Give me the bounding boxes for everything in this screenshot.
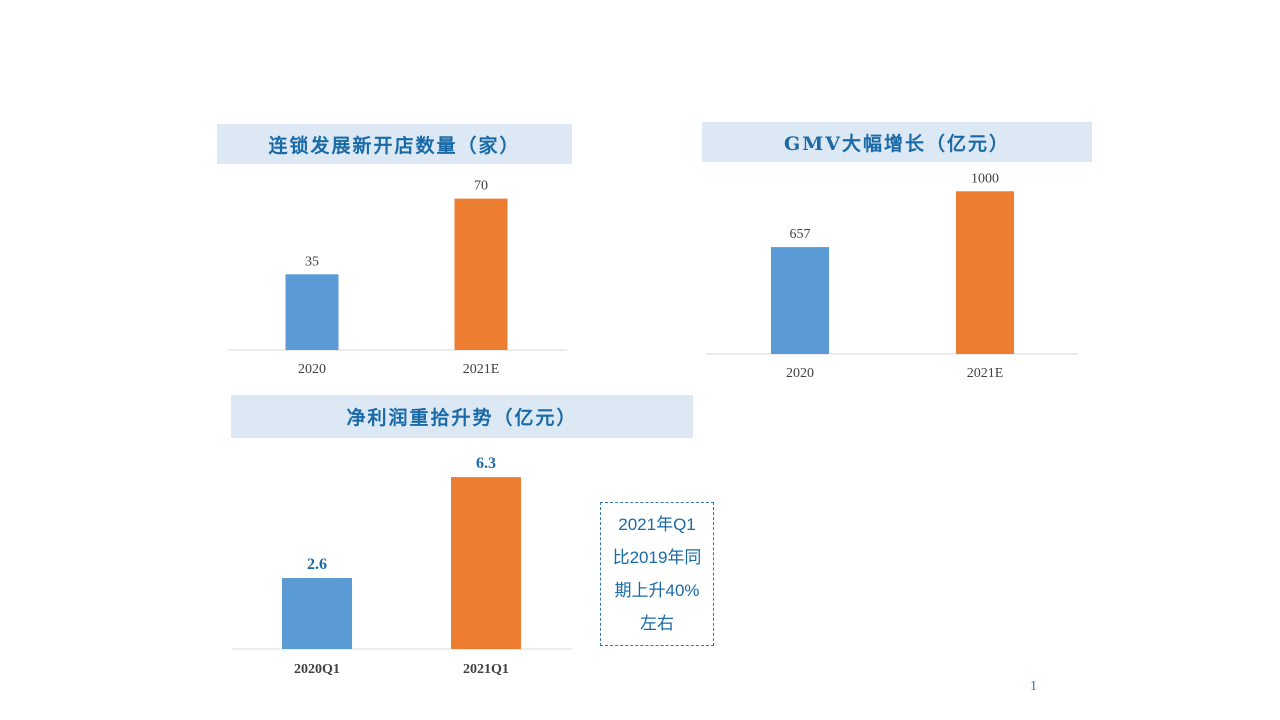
x-tick-label: 2020Q1 — [294, 662, 340, 677]
x-tick-label: 2021E — [967, 366, 1004, 381]
x-tick-label: 2020 — [786, 366, 814, 381]
bar-2021Q1 — [451, 477, 521, 649]
x-tick-label: 2020 — [298, 362, 326, 377]
bar-2020 — [771, 247, 829, 354]
note-line-2: 比2019年同 — [612, 548, 702, 567]
page-number: 1 — [1030, 679, 1037, 694]
bar-2021E — [454, 198, 508, 350]
data-label: 2.6 — [307, 556, 327, 573]
x-tick-label: 2021Q1 — [463, 662, 509, 677]
note-line-1: 2021年Q1 — [618, 515, 696, 534]
chart1-title: 连锁发展新开店数量（家） — [217, 124, 572, 164]
chart2-title: GMV大幅增长（亿元） — [702, 122, 1092, 162]
bar-2021E — [956, 191, 1014, 354]
data-label: 6.3 — [476, 455, 496, 472]
chart3-title: 净利润重拾升势（亿元） — [231, 395, 693, 438]
data-label: 657 — [790, 227, 811, 242]
bar-2020 — [285, 274, 339, 350]
note-line-3: 期上升40% — [614, 581, 700, 600]
callout-note: 2021年Q1 比2019年同 期上升40% 左右 — [600, 502, 714, 646]
data-label: 70 — [474, 179, 488, 194]
bar-2020Q1 — [282, 578, 352, 649]
data-label: 35 — [305, 254, 319, 269]
note-line-4: 左右 — [640, 614, 674, 633]
data-label: 1000 — [971, 171, 999, 186]
x-tick-label: 2021E — [463, 362, 500, 377]
